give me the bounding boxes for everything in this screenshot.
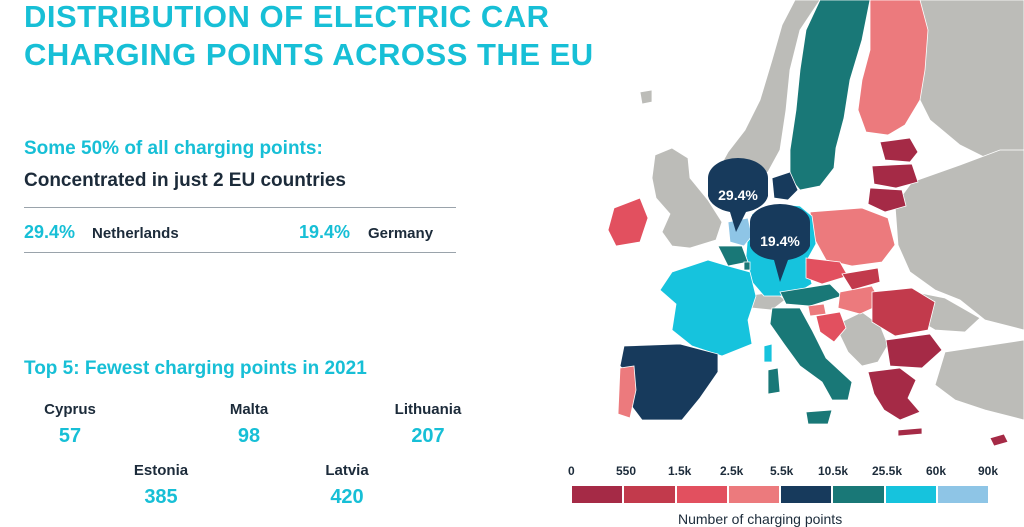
fewest-value-estonia: 385 [144,486,178,508]
map-region-slovenia [807,303,827,317]
map-region-lithuania [867,187,907,213]
map-region-sweden [789,0,871,191]
fewest-value-cyprus: 57 [58,425,82,447]
concentration-headline: Concentrated in just 2 EU countries [24,170,346,191]
legend-swatch-6 [831,486,884,503]
map-region-belarus-ukraine [894,149,1024,331]
map-region-denmark [771,171,799,201]
map-region-sicily [805,409,833,425]
legend-tick-10.5k: 10.5k [818,464,849,478]
map-region-hungary [837,285,883,315]
legend-swatch-4 [726,486,779,503]
map-region-estonia [879,137,919,163]
legend-swatch-1 [572,486,623,503]
callout-germany: 19.4% [750,204,810,282]
map-region-belgium [717,245,749,267]
fewest-value-latvia: 420 [330,486,364,508]
legend-swatch-5 [779,486,832,503]
map-region-finland [857,0,929,136]
netherlands-label: Netherlands [92,225,179,242]
legend-tick-0: 0 [568,464,575,478]
fewest-name-latvia: Latvia [325,462,369,479]
map-region-bulgaria [885,333,943,369]
map-region-crete [897,427,923,437]
map-region-portugal [617,365,637,419]
fewest-name-malta: Malta [229,401,269,418]
map-region-iceland-shetland [639,89,653,105]
fewest-title: Top 5: Fewest charging points in 2021 [24,358,367,379]
netherlands-share: 29.4% [24,222,76,242]
legend-swatch-3 [674,486,727,503]
legend-tick-5.5k: 5.5k [770,464,794,478]
map-region-austria [779,283,843,307]
map-region-slovakia [841,267,881,291]
map-region-greece [867,367,921,421]
callout-netherlands: 29.4% [708,158,768,232]
legend: 0 550 1.5k 2.5k 5.5k 10.5k 25.5k 60k 90k… [560,460,1024,527]
legend-tick-2.5k: 2.5k [720,464,744,478]
map-region-croatia [815,311,847,343]
legend-title: Number of charging points [678,511,843,527]
divider-bottom [24,252,456,253]
map-region-latvia [871,163,919,189]
map-region-balkans [834,311,889,367]
legend-tick-25.5k: 25.5k [872,464,903,478]
concentration-subtitle: Some 50% of all charging points: [24,138,323,159]
map-region-poland [809,207,896,267]
fewest-value-malta: 98 [237,425,261,447]
map-region-czechia [805,257,849,285]
map-region-sardinia [767,367,781,395]
europe-map: 29.4% 19.4% [607,0,1024,447]
map-region-ireland [607,197,649,247]
legend-tick-550: 550 [616,464,637,478]
divider-top [24,207,456,208]
legend-tick-1.5k: 1.5k [668,464,692,478]
map-region-romania [871,287,936,337]
legend-swatch-7 [883,486,936,503]
map-region-corsica [763,343,773,363]
map-region-france [659,259,757,357]
germany-label: Germany [368,225,434,242]
map-region-italy [769,307,853,401]
legend-swatch-8 [935,486,988,503]
map-region-cyprus [989,433,1009,447]
page-title-line-2: CHARGING POINTS ACROSS THE EU [24,37,594,72]
fewest-name-cyprus: Cyprus [44,401,96,418]
legend-color-scale [572,486,988,503]
callout-germany-label: 19.4% [760,233,800,249]
map-region-luxembourg [743,261,751,271]
callout-netherlands-label: 29.4% [718,187,758,203]
fewest-name-estonia: Estonia [133,462,189,479]
fewest-value-lithuania: 207 [411,425,445,447]
germany-share: 19.4% [299,222,351,242]
legend-tick-90k: 90k [978,464,999,478]
map-region-turkey [934,339,1024,421]
legend-swatch-2 [622,486,675,503]
page-title-line-1: DISTRIBUTION OF ELECTRIC CAR [24,0,550,34]
map-region-uk [651,147,723,249]
fewest-name-lithuania: Lithuania [394,401,462,418]
legend-tick-60k: 60k [926,464,947,478]
